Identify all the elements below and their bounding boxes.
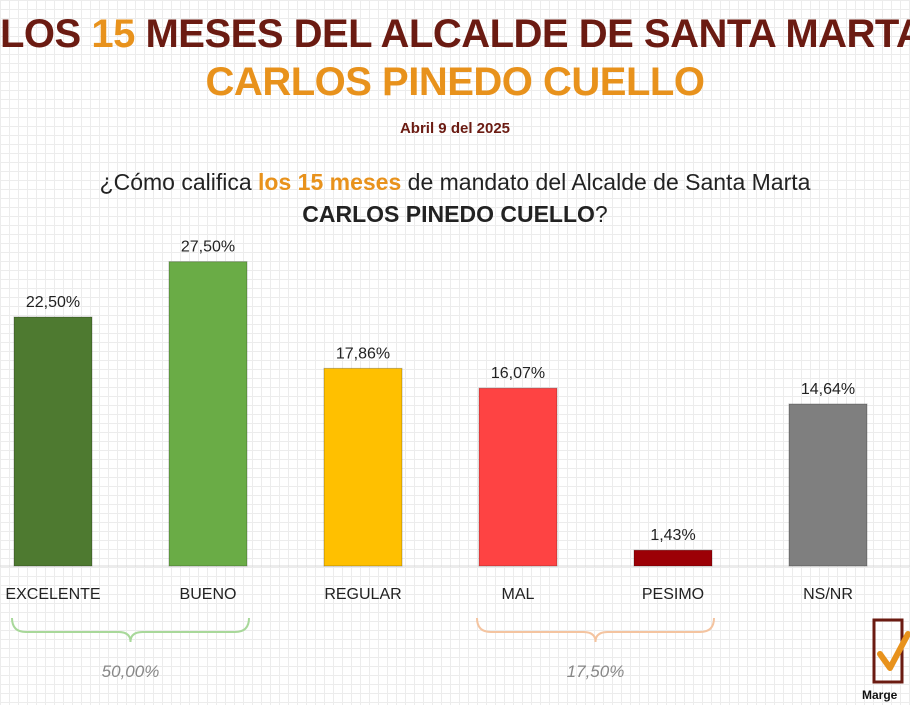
title-post: MESES DEL ALCALDE DE SANTA MARTA	[134, 12, 910, 56]
category-label: BUENO	[180, 586, 237, 603]
question-pre: ¿Cómo califica	[99, 169, 259, 195]
bar-pesimo	[633, 549, 713, 567]
question-post: de mandato del Alcalde de Santa Marta	[401, 169, 811, 195]
category-label: REGULAR	[324, 586, 401, 603]
date-label: Abril 9 del 2025	[399, 120, 511, 137]
logo-text: Marge	[862, 688, 898, 702]
group-brace-0	[11, 617, 250, 643]
category-label: NS/NR	[803, 586, 853, 603]
subtitle: CARLOS PINEDO CUELLO	[205, 60, 705, 104]
question-bold: CARLOS PINEDO CUELLO	[302, 201, 595, 227]
question-end: ?	[594, 201, 608, 227]
title-number: 15	[91, 12, 135, 56]
category-label: EXCELENTE	[5, 586, 100, 603]
group-total-label: 17,50%	[567, 662, 625, 681]
bar-bueno	[168, 261, 248, 567]
data-label: 16,07%	[491, 365, 545, 382]
main-title: LOS 15 MESES DEL ALCALDE DE SANTA MARTA	[0, 12, 910, 57]
question-highlight: los 15 meses	[258, 169, 402, 195]
logo-mark	[872, 618, 910, 684]
bar-regular	[323, 367, 403, 567]
group-total-label: 50,00%	[102, 662, 160, 681]
data-label: 1,43%	[650, 527, 695, 544]
data-label: 27,50%	[181, 239, 235, 256]
data-label: 17,86%	[336, 345, 390, 362]
bar-excelente	[13, 316, 93, 567]
category-label: PESIMO	[642, 586, 704, 603]
title-pre: LOS	[0, 12, 92, 56]
bar-mal	[478, 387, 558, 567]
bar-nsnr	[788, 403, 868, 567]
group-brace-1	[476, 617, 715, 643]
data-label: 14,64%	[801, 381, 855, 398]
data-label: 22,50%	[26, 294, 80, 311]
category-label: MAL	[502, 586, 535, 603]
survey-question: ¿Cómo califica los 15 meses de mandato d…	[0, 166, 910, 230]
